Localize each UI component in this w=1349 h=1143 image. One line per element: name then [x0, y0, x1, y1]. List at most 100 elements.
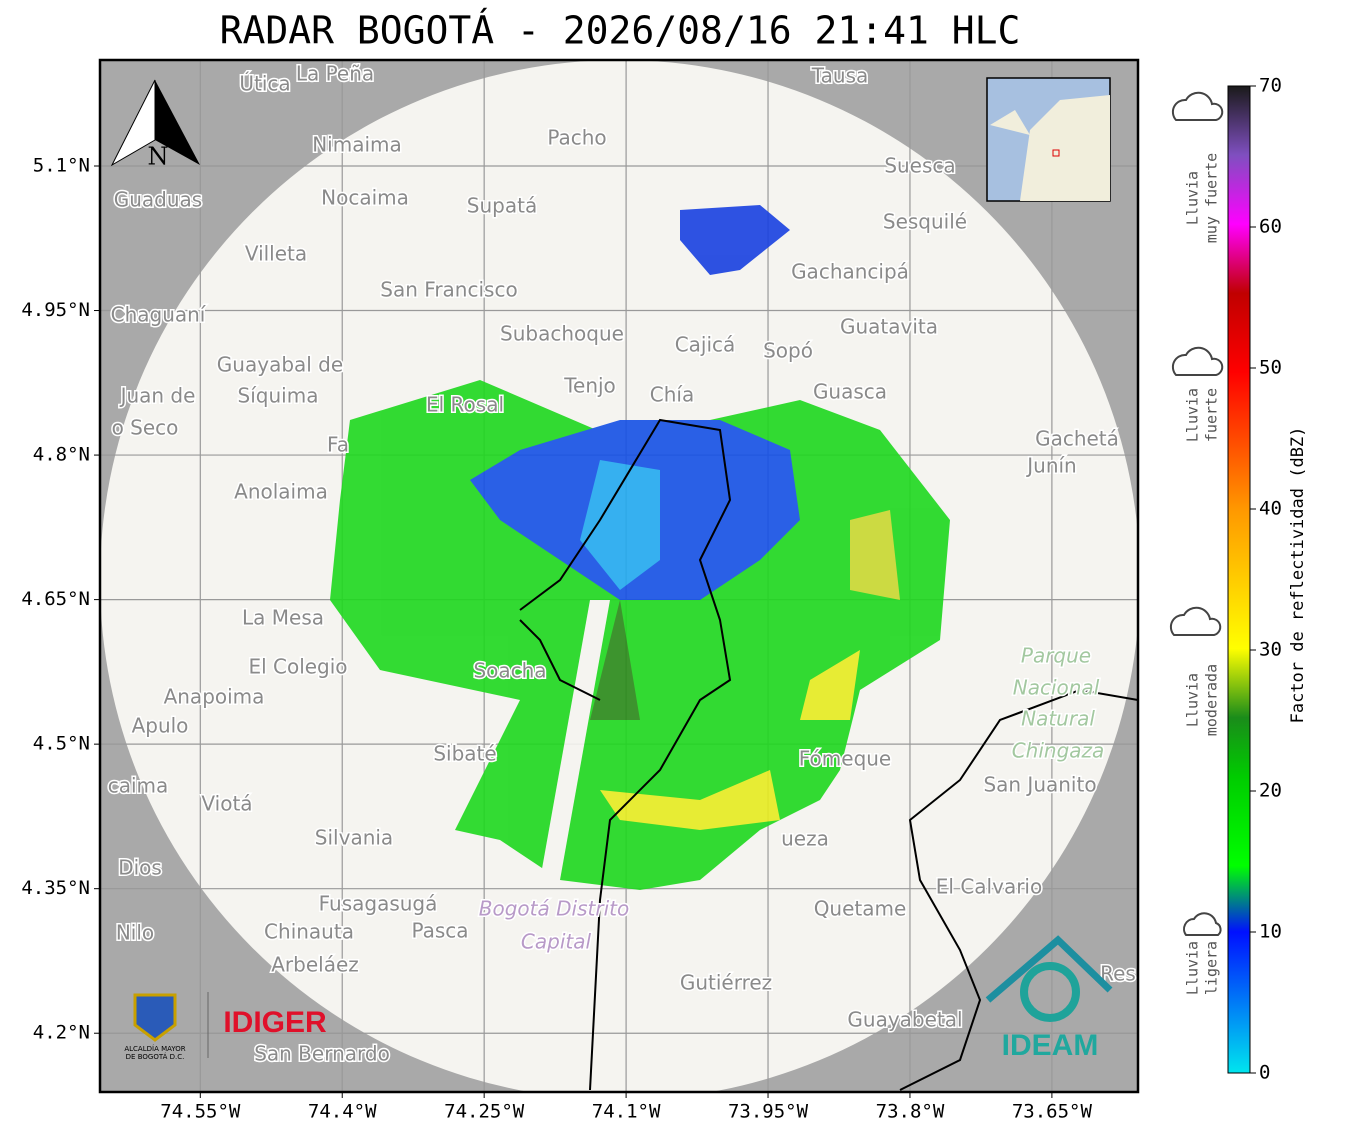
place-name: Guayabal de [217, 353, 343, 377]
place-name: Pasca [411, 919, 468, 943]
inset-land [990, 95, 1110, 201]
colorbar [1227, 85, 1251, 1074]
place-name: Gachancipá [791, 260, 909, 284]
colorbar-tick-label: 40 [1259, 498, 1282, 520]
rain-level-label: Lluvia [1184, 673, 1202, 727]
colorbar-tick-label: 10 [1259, 921, 1282, 943]
y-tick-label: 5.1°N [33, 154, 90, 176]
place-name: Cajicá [675, 333, 736, 357]
rain-level-label: Lluvia [1184, 388, 1202, 442]
place-name: Silvania [315, 826, 393, 850]
x-tick-label: 74.4°W [308, 1101, 377, 1123]
bogota-crest [133, 993, 177, 1042]
place-name: Nilo [116, 921, 154, 945]
place-name: San Bernardo [254, 1042, 390, 1066]
echo [590, 600, 640, 720]
echo [680, 205, 790, 275]
place-name: Sibaté [433, 742, 496, 766]
place-name: Fómeque [799, 747, 892, 771]
colorbar-label: Factor de reflectividad (dBZ) [1288, 427, 1308, 724]
y-tick-label: 4.8°N [33, 444, 90, 466]
place-name: Soacha [473, 659, 546, 683]
rain-level-label: ligera [1203, 941, 1221, 995]
alcaldia: ALCALDÍA MAYOR [124, 1044, 185, 1053]
rain-level-label: moderada [1203, 664, 1221, 736]
place-name: Chía [650, 383, 694, 407]
park-name: Natural [1021, 707, 1095, 731]
place-name: El Calvario [936, 875, 1042, 899]
place-name: Fusagasugá [319, 892, 438, 916]
place-name: Tausa [811, 64, 869, 88]
place-name: Quetame [814, 897, 907, 921]
place-name: El Rosal [426, 393, 504, 417]
ideam-swirl [1020, 962, 1080, 1022]
rain-icon [1171, 91, 1224, 121]
place-name: Anolaima [234, 480, 328, 504]
colorbar-tick-label: 30 [1259, 639, 1282, 661]
place-name: Guayabetal [847, 1008, 962, 1032]
place-name: Guasca [813, 380, 887, 404]
place-name: Supatá [467, 194, 537, 218]
rain-icons [1169, 91, 1224, 936]
place-name: Tenjo [563, 374, 616, 398]
rain-icon [1171, 346, 1224, 376]
place-name: Gutiérrez [680, 971, 772, 995]
place-name: Chinauta [264, 920, 354, 944]
place-name: Sesquilé [883, 210, 967, 234]
x-tick-label: 74.1°W [592, 1101, 661, 1123]
colorbar-tick-label: 60 [1259, 216, 1282, 238]
place-name: Apulo [132, 714, 189, 738]
rain-level-label: Lluvia [1184, 171, 1202, 225]
place-name: San Francisco [380, 278, 517, 302]
park-name: Chingaza [1012, 739, 1105, 763]
y-tick-label: 4.5°N [33, 733, 90, 755]
rain-level-label: muy fuerte [1203, 153, 1221, 243]
rain-level-label: Lluvia [1184, 941, 1202, 995]
x-tick-label: 73.95°W [728, 1101, 809, 1123]
colorbar-tick-label: 0 [1259, 1062, 1270, 1084]
echo [600, 770, 780, 830]
place-name: Arbeláez [271, 953, 359, 977]
place-name: o Seco [112, 416, 179, 440]
place-name: Suesca [884, 154, 955, 178]
place-name: Fa [327, 433, 349, 457]
x-tick-label: 73.65°W [1012, 1101, 1093, 1123]
place-name: Juan de [119, 384, 196, 408]
idiger-logo: IDIGER [223, 1006, 327, 1039]
park-name: Nacional [1013, 676, 1100, 700]
place-name: Viotá [201, 792, 252, 816]
north-arrow [155, 80, 200, 165]
place-name: Pacho [547, 126, 606, 150]
rain-icon [1169, 606, 1222, 636]
place-name: Guaduas [114, 188, 202, 212]
place-name: Junín [1025, 454, 1076, 478]
place-name: Chaguaní [111, 303, 207, 327]
place-name: La Peña [296, 62, 374, 86]
echo [580, 460, 660, 590]
place-name: Subachoque [500, 322, 624, 346]
north-label: N [148, 143, 169, 171]
map-frame [98, 58, 1140, 1094]
place-name: La Mesa [242, 606, 324, 630]
place-name: San Juanito [983, 773, 1096, 797]
y-tick-label: 4.95°N [21, 299, 90, 321]
place-name: Dios [118, 856, 162, 880]
inset-marker [1052, 149, 1060, 157]
x-tick-label: 73.8°W [876, 1101, 945, 1123]
place-name: Anapoima [164, 685, 265, 709]
place-name: Guatavita [840, 315, 938, 339]
place-name: Sopó [763, 339, 813, 363]
place-name: Útica [239, 72, 290, 96]
rain-level-label: fuerte [1203, 388, 1221, 442]
y-tick-label: 4.65°N [21, 588, 90, 610]
rain-icon [1183, 912, 1222, 936]
map-area: Útica La Peña Tausa Nimaima Pacho Suesca Guadu… [100, 60, 1138, 1092]
place-name: Villeta [245, 242, 307, 266]
place-name: caima [108, 774, 169, 798]
ideam-logo: IDEAM [1002, 1029, 1099, 1062]
place-name: Gachetá [1035, 427, 1119, 451]
title: RADAR BOGOTÁ - 2026/08/16 21:41 HLC [220, 9, 1021, 53]
alcaldia: DE BOGOTÁ D.C. [126, 1052, 185, 1061]
x-tick-label: 74.55°W [160, 1101, 241, 1123]
ideam-roof [985, 935, 1113, 1003]
